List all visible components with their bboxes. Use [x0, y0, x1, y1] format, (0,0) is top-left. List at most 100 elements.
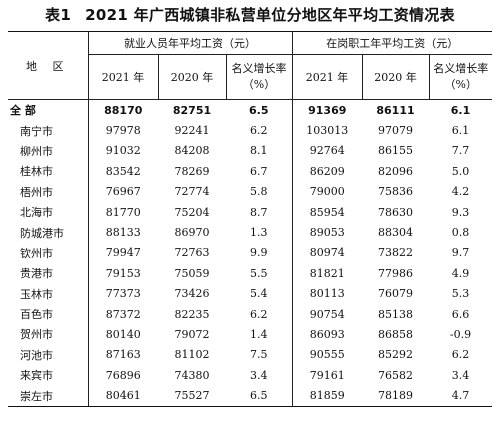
employee-wage-2020-cell: 81102 — [174, 348, 210, 362]
staff-growth-cell: 9.3 — [451, 205, 470, 219]
growth-header-line1: 名义增长率 — [433, 62, 489, 75]
staff-wage-2020-cell: 76582 — [378, 368, 414, 382]
region-cell: 玉林市 — [20, 287, 53, 301]
staff-growth-cell: 5.0 — [451, 164, 470, 178]
employee-growth-header: 名义增长率 （%） — [225, 54, 293, 100]
staff-wage-2021-cell: 80974 — [291, 242, 363, 264]
staff-wage-2020-cell: 86111 — [376, 103, 415, 117]
table-body: 全 部 88170 82751 6.5 91369 86111 6.1 南宁市 97978 922… — [8, 99, 493, 407]
staff-wage-2020-cell: 73822 — [378, 246, 414, 260]
staff-wage-2021-cell: 79161 — [291, 365, 363, 386]
employee-growth-cell: 6.5 — [226, 385, 293, 407]
staff-wage-2020-cell: 82096 — [378, 164, 414, 178]
employee-wage-2020-cell: 79072 — [174, 327, 210, 341]
staff-wage-2021-cell: 81821 — [291, 263, 363, 284]
employee-wage-2020-cell: 92241 — [174, 124, 210, 138]
staff-growth-cell: 6.2 — [451, 348, 470, 362]
region-cell: 柳州市 — [20, 144, 53, 158]
staff-wage-2020-cell: 76079 — [378, 287, 414, 301]
employee-wage-2021-cell: 79153 — [87, 263, 158, 284]
total-row: 全 部 88170 82751 6.5 91369 86111 6.1 — [8, 99, 492, 121]
employee-wage-2021-cell: 76967 — [87, 181, 158, 202]
employee-growth-cell: 6.2 — [250, 124, 268, 138]
staff-wage-2021-cell: 91369 — [291, 99, 363, 121]
staff-growth-cell: 6.1 — [451, 124, 470, 138]
region-cell: 百色市 — [20, 308, 53, 322]
table-row: 百色市 87372 82235 6.2 90754 85138 6.6 — [8, 303, 492, 325]
employee-wage-2020-cell: 74380 — [174, 368, 210, 382]
employee-growth-cell: 5.8 — [250, 185, 268, 199]
employee-growth-cell: 6.2 — [250, 307, 268, 321]
employee-wage-2021-cell: 80140 — [87, 324, 158, 345]
table-row: 玉林市 77373 73426 5.4 80113 76079 5.3 — [8, 283, 492, 304]
employee-growth-cell: 6.5 — [249, 103, 269, 117]
staff-2020-header: 2020 年 — [361, 54, 430, 100]
staff-growth-cell: 9.7 — [451, 246, 470, 260]
employee-growth-cell: 5.5 — [250, 266, 268, 280]
table-row: 钦州市 79947 72763 9.9 80974 73822 9.7 — [8, 242, 492, 264]
staff-wage-2020-cell: 97079 — [378, 124, 414, 138]
table-row: 贵港市 79153 75059 5.5 81821 77986 4.9 — [8, 263, 492, 284]
staff-growth-cell: 4.7 — [429, 385, 493, 407]
employee-2021-header: 2021 年 — [87, 54, 158, 100]
employee-wage-2020-cell: 78269 — [174, 164, 210, 178]
employee-wage-2021-cell: 80461 — [87, 385, 158, 407]
employee-wage-2020-cell: 75527 — [158, 385, 226, 407]
staff-wage-2021-cell: 86209 — [291, 161, 363, 182]
staff-wage-2021-cell: 86093 — [291, 324, 363, 345]
employee-wage-2021-cell: 76896 — [87, 365, 158, 386]
employee-growth-cell: 1.4 — [250, 327, 268, 341]
employee-growth-cell: 9.9 — [250, 246, 268, 260]
region-cell: 贵港市 — [20, 267, 53, 281]
employee-growth-cell: 3.4 — [250, 368, 268, 382]
wage-table: 地 区 就业人员年平均工资（元） 在岗职工年平均工资（元） 2021 年 202… — [8, 31, 493, 407]
staff-growth-cell: 7.7 — [451, 144, 470, 158]
region-column-header: 地 区 — [8, 31, 88, 100]
staff-growth-cell: -0.9 — [449, 327, 472, 341]
staff-wage-2020-cell: 88304 — [378, 226, 414, 240]
employee-wage-2021-cell: 91032 — [87, 140, 158, 162]
staff-growth-cell: 4.9 — [451, 266, 470, 280]
employee-wage-2020-cell: 72763 — [174, 246, 210, 260]
employee-wage-2020-cell: 82751 — [172, 103, 212, 117]
region-cell: 全 部 — [10, 104, 36, 118]
staff-growth-cell: 6.6 — [451, 307, 470, 321]
staff-wage-2021-cell: 81859 — [291, 385, 363, 407]
table-row: 南宁市 97978 92241 6.2 103013 97079 6.1 — [8, 120, 492, 141]
staff-wage-2020-cell: 78630 — [378, 205, 414, 219]
staff-wage-group-header: 在岗职工年平均工资（元） — [291, 31, 493, 55]
employee-wage-2021-cell: 87372 — [87, 303, 158, 325]
table-row: 梧州市 76967 72774 5.8 79000 75836 4.2 — [8, 181, 492, 202]
table-number: 表1 — [45, 6, 72, 24]
employee-growth-cell: 5.4 — [250, 287, 268, 301]
staff-wage-2021-cell: 89053 — [291, 222, 363, 243]
region-cell: 南宁市 — [20, 124, 53, 138]
employee-wage-2020-cell: 75059 — [174, 266, 210, 280]
staff-wage-2021-cell: 79000 — [291, 181, 363, 202]
employee-wage-2021-cell: 88133 — [87, 222, 158, 243]
table-title: 表1 2021 年广西城镇非私营单位分地区年平均工资情况表 — [0, 4, 500, 25]
staff-wage-2021-cell: 92764 — [291, 140, 363, 162]
employee-wage-2021-cell: 79947 — [87, 242, 158, 264]
staff-2021-header: 2021 年 — [291, 54, 363, 100]
table-row: 贺州市 80140 79072 1.4 86093 86858 -0.9 — [8, 324, 492, 345]
growth-header-line2: （%） — [444, 78, 477, 91]
region-cell: 钦州市 — [20, 246, 53, 260]
staff-wage-2020-cell: 85292 — [378, 348, 414, 362]
table-row: 来宾市 76896 74380 3.4 79161 76582 3.4 — [8, 365, 492, 386]
staff-growth-cell: 0.8 — [451, 226, 470, 240]
staff-growth-header: 名义增长率 （%） — [428, 54, 493, 100]
staff-wage-2020-cell: 75836 — [378, 185, 414, 199]
table-row: 河池市 87163 81102 7.5 90555 85292 6.2 — [8, 344, 492, 366]
growth-header-line2: （%） — [242, 78, 276, 91]
employee-wage-2020-cell: 84208 — [174, 144, 210, 158]
staff-wage-2020-cell: 77986 — [378, 266, 414, 280]
employee-growth-cell: 1.3 — [250, 226, 268, 240]
employee-wage-2020-cell: 75204 — [174, 205, 210, 219]
staff-wage-2021-cell: 103013 — [291, 120, 363, 141]
employee-wage-2021-cell: 88170 — [87, 99, 158, 121]
table-row: 防城港市 88133 86970 1.3 89053 88304 0.8 — [8, 222, 492, 243]
employee-growth-cell: 6.7 — [250, 164, 268, 178]
employee-wage-2021-cell: 77373 — [87, 283, 158, 304]
table-row: 柳州市 91032 84208 8.1 92764 86155 7.7 — [8, 140, 492, 162]
